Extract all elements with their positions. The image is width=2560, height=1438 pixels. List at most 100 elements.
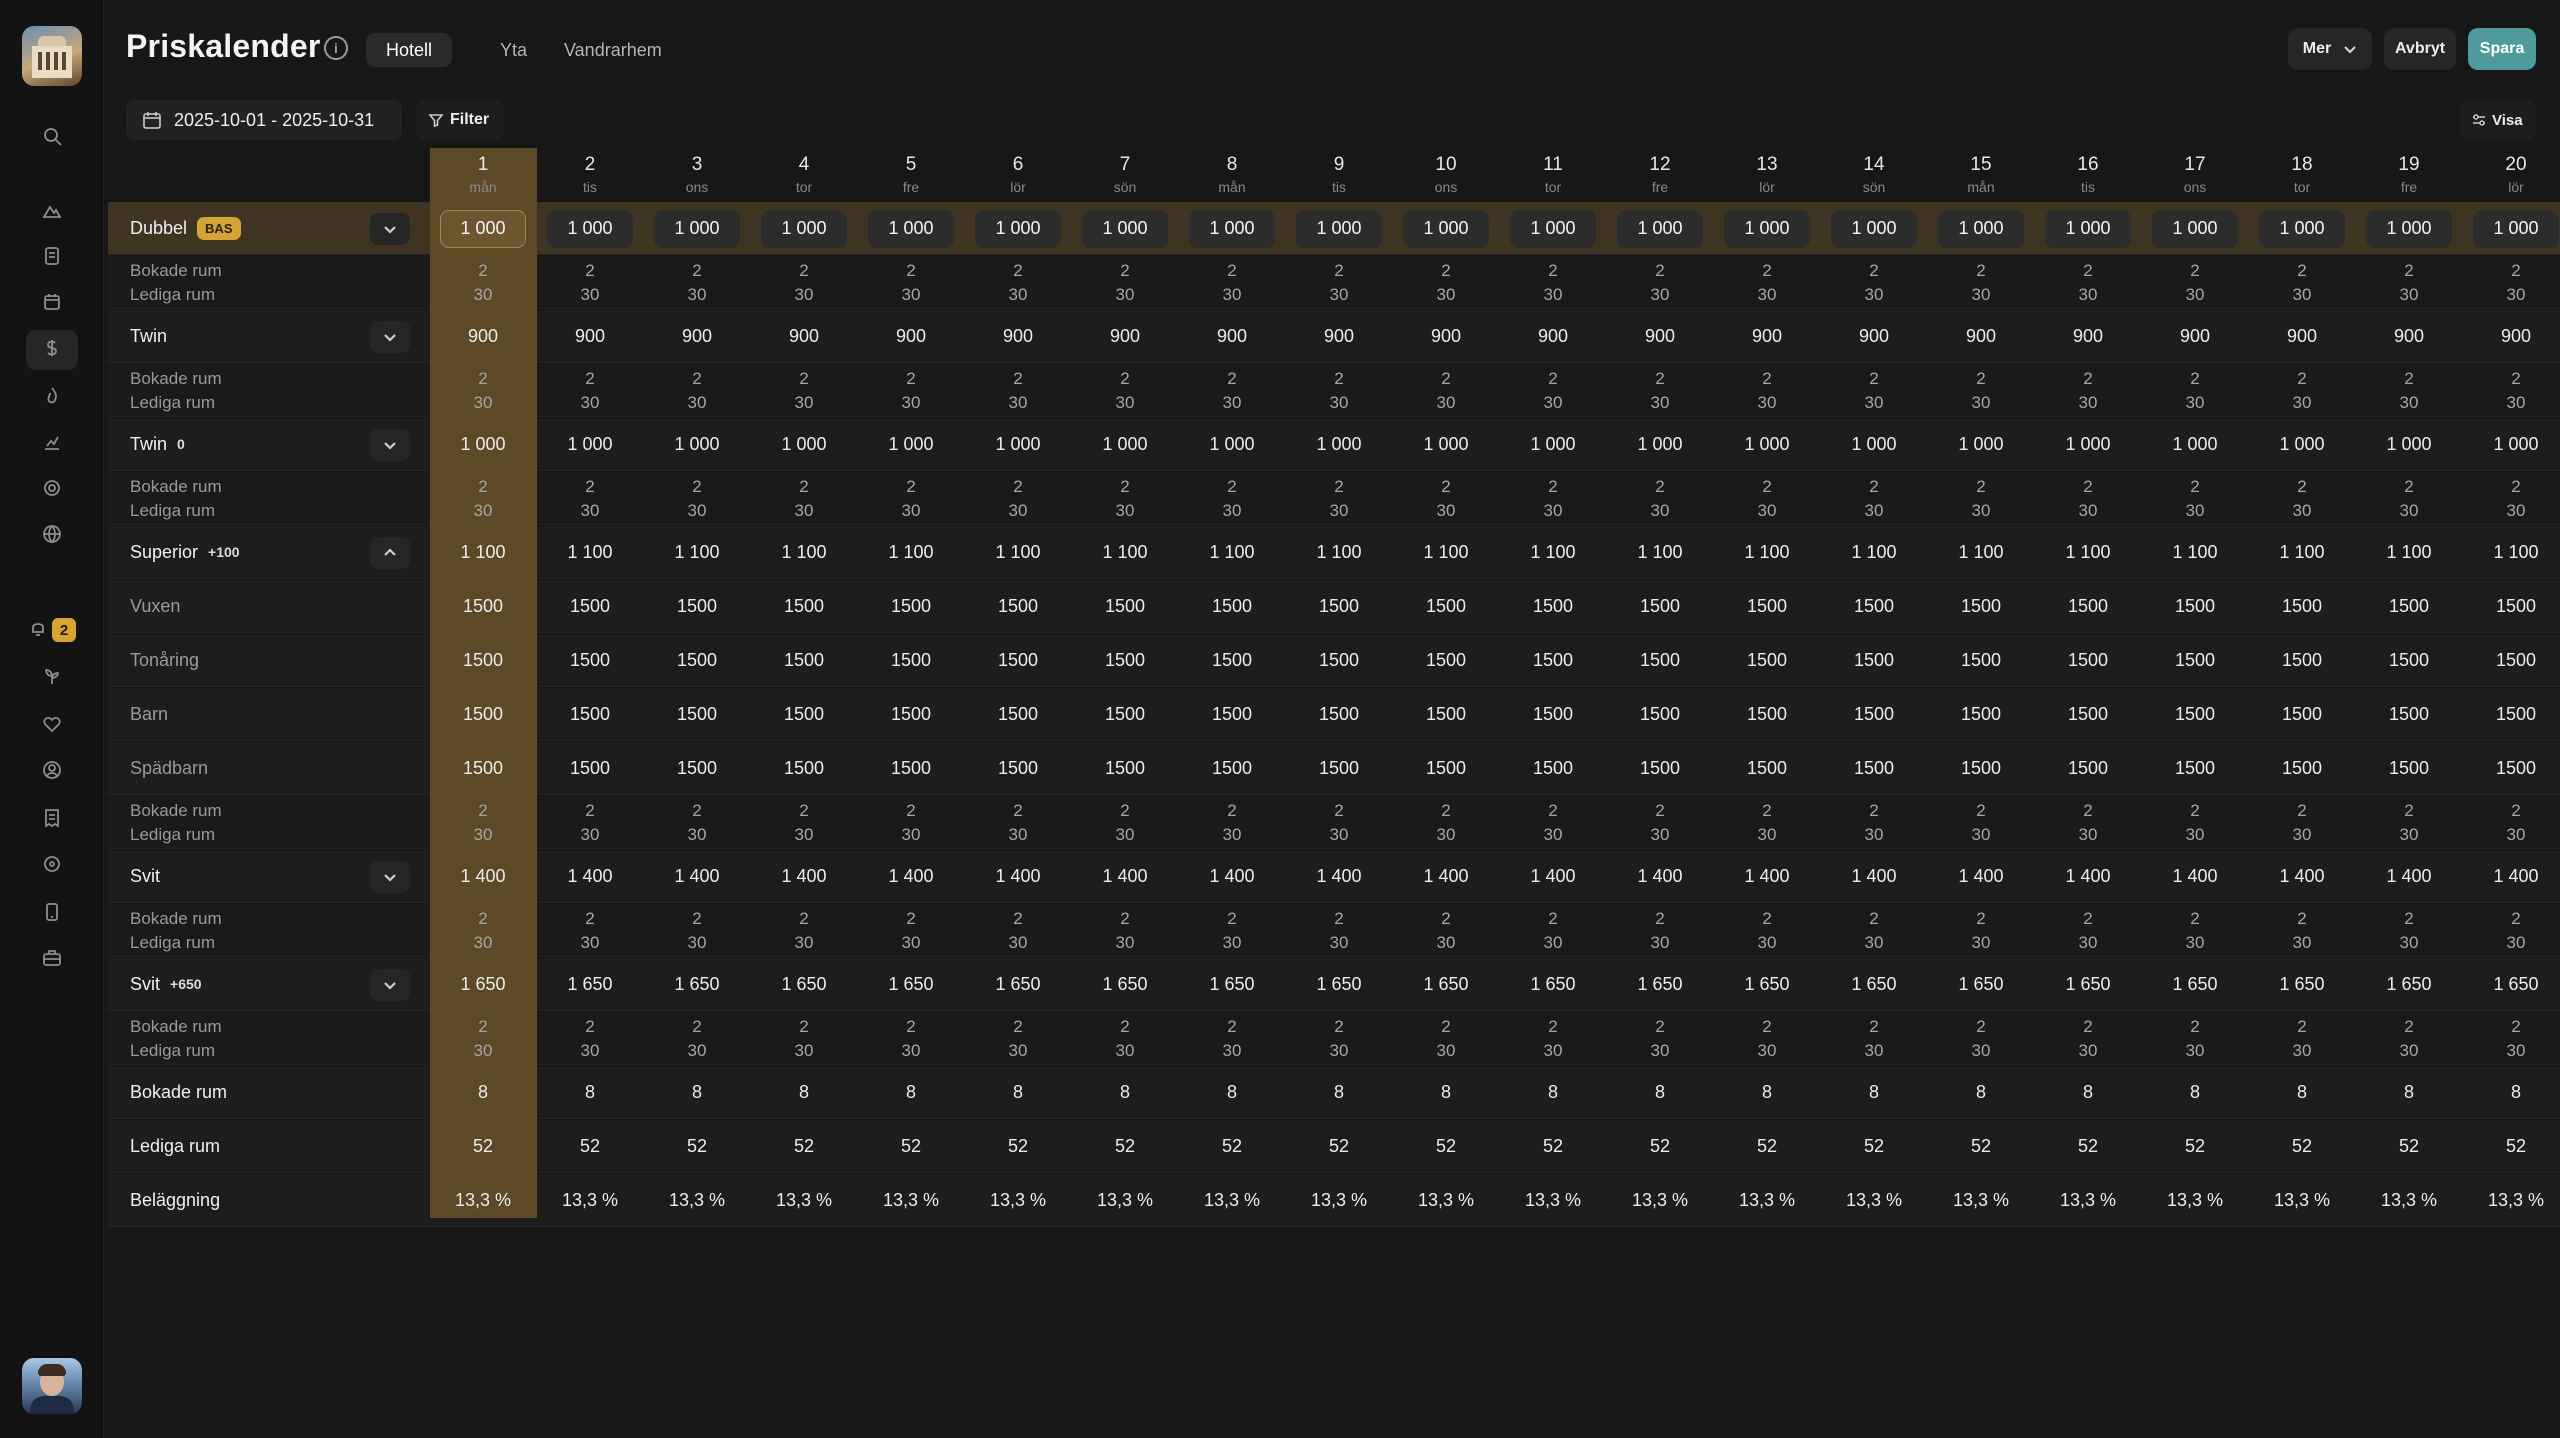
price-cell[interactable]: 1 650 (674, 973, 720, 994)
price-cell[interactable]: 1500 (783, 757, 825, 778)
price-input[interactable]: 1 000 (1189, 209, 1275, 248)
price-cell[interactable]: 1 100 (2279, 541, 2325, 562)
price-cell[interactable]: 900 (2393, 325, 2425, 346)
price-input[interactable]: 1 000 (761, 209, 847, 248)
date-range-picker[interactable]: 2025-10-01 - 2025-10-31 (126, 100, 402, 140)
price-cell[interactable]: 1 100 (1316, 541, 1362, 562)
price-cell[interactable]: 900 (2072, 325, 2104, 346)
price-cell[interactable]: 1500 (462, 595, 504, 616)
price-cell[interactable]: 1500 (2495, 757, 2537, 778)
price-cell[interactable]: 1500 (997, 703, 1039, 724)
info-icon[interactable]: i (324, 36, 348, 60)
price-input[interactable]: 1 000 (2259, 209, 2345, 248)
price-cell[interactable]: 1 650 (2065, 973, 2111, 994)
price-cell[interactable]: 1 000 (1744, 433, 1790, 454)
price-cell[interactable]: 1 100 (995, 541, 1041, 562)
price-cell[interactable]: 1500 (1532, 757, 1574, 778)
price-cell[interactable]: 1 400 (995, 865, 1041, 886)
price-cell[interactable]: 1500 (2388, 703, 2430, 724)
price-cell[interactable]: 1500 (1211, 757, 1253, 778)
price-cell[interactable]: 1500 (1104, 649, 1146, 670)
price-cell[interactable]: 1500 (2388, 595, 2430, 616)
price-input[interactable]: 1 000 (1510, 209, 1596, 248)
price-cell[interactable]: 1500 (1211, 703, 1253, 724)
price-cell[interactable]: 1500 (1853, 595, 1895, 616)
price-cell[interactable]: 1 650 (2172, 973, 2218, 994)
price-cell[interactable]: 1 400 (1851, 865, 1897, 886)
document-icon[interactable] (40, 244, 64, 268)
tab-yta[interactable]: Yta (500, 39, 528, 60)
price-cell[interactable]: 1500 (1318, 649, 1360, 670)
price-cell[interactable]: 1500 (1746, 703, 1788, 724)
price-cell[interactable]: 1500 (1211, 595, 1253, 616)
expand-button[interactable] (370, 968, 410, 1001)
price-cell[interactable]: 1 000 (2493, 433, 2539, 454)
price-cell[interactable]: 1 400 (460, 865, 506, 886)
price-cell[interactable]: 900 (1751, 325, 1783, 346)
view-button[interactable]: Visa (2460, 100, 2536, 140)
price-cell[interactable]: 900 (895, 325, 927, 346)
price-cell[interactable]: 1 000 (567, 433, 613, 454)
price-cell[interactable]: 1 000 (1851, 433, 1897, 454)
price-cell[interactable]: 1500 (2281, 757, 2323, 778)
price-cell[interactable]: 1 100 (2386, 541, 2432, 562)
price-cell[interactable]: 1500 (890, 703, 932, 724)
settings-icon[interactable] (40, 852, 64, 876)
more-button[interactable]: Mer (2288, 28, 2372, 70)
expand-button[interactable] (370, 320, 410, 353)
price-cell[interactable]: 1 650 (2279, 973, 2325, 994)
price-cell[interactable]: 1500 (569, 649, 611, 670)
price-cell[interactable]: 1500 (2388, 757, 2430, 778)
price-cell[interactable]: 1 000 (1316, 433, 1362, 454)
price-cell[interactable]: 1 650 (2386, 973, 2432, 994)
price-cell[interactable]: 1500 (1104, 703, 1146, 724)
price-cell[interactable]: 1500 (2067, 703, 2109, 724)
price-input[interactable]: 1 000 (1403, 209, 1489, 248)
price-input[interactable]: 1 000 (2152, 209, 2238, 248)
price-cell[interactable]: 1500 (1960, 757, 2002, 778)
price-input[interactable]: 1 000 (654, 209, 740, 248)
price-cell[interactable]: 1500 (2174, 595, 2216, 616)
briefcase-icon[interactable] (40, 946, 64, 970)
price-cell[interactable]: 1 000 (1423, 433, 1469, 454)
price-cell[interactable]: 1 400 (2493, 865, 2539, 886)
row-label[interactable]: Svit (130, 850, 160, 902)
price-cell[interactable]: 1 000 (1637, 433, 1683, 454)
price-cell[interactable]: 1 100 (674, 541, 720, 562)
price-input[interactable]: 1 000 (1724, 209, 1810, 248)
price-cell[interactable]: 1500 (783, 595, 825, 616)
price-cell[interactable]: 1 650 (995, 973, 1041, 994)
price-cell[interactable]: 1 000 (460, 433, 506, 454)
price-cell[interactable]: 1500 (676, 757, 718, 778)
price-cell[interactable]: 1 400 (674, 865, 720, 886)
price-cell[interactable]: 1500 (997, 595, 1039, 616)
cancel-button[interactable]: Avbryt (2384, 28, 2456, 70)
price-cell[interactable]: 1 650 (1316, 973, 1362, 994)
price-cell[interactable]: 1500 (890, 595, 932, 616)
price-input[interactable]: 1 000 (868, 209, 954, 248)
price-cell[interactable]: 1 100 (1423, 541, 1469, 562)
price-cell[interactable]: 1500 (1318, 595, 1360, 616)
price-cell[interactable]: 1 000 (888, 433, 934, 454)
price-cell[interactable]: 1500 (783, 649, 825, 670)
price-cell[interactable]: 1500 (1211, 649, 1253, 670)
price-cell[interactable]: 1500 (1639, 595, 1681, 616)
receipt-icon[interactable] (40, 806, 64, 830)
price-cell[interactable]: 1 400 (1209, 865, 1255, 886)
gear-icon[interactable] (40, 476, 64, 500)
tab-vandrarhem[interactable]: Vandrarhem (564, 39, 662, 60)
price-cell[interactable]: 1500 (1746, 649, 1788, 670)
price-cell[interactable]: 1 100 (1102, 541, 1148, 562)
globe-icon[interactable] (40, 522, 64, 546)
price-cell[interactable]: 1500 (1746, 757, 1788, 778)
price-cell[interactable]: 1 100 (1958, 541, 2004, 562)
avatar[interactable] (22, 1358, 82, 1414)
price-cell[interactable]: 1500 (1853, 649, 1895, 670)
price-cell[interactable]: 1 400 (1530, 865, 1576, 886)
price-cell[interactable]: 1500 (462, 757, 504, 778)
tab-hotell[interactable]: Hotell (366, 33, 453, 67)
price-input[interactable]: 1 000 (1082, 209, 1168, 248)
price-cell[interactable]: 900 (2179, 325, 2211, 346)
price-cell[interactable]: 1500 (1853, 757, 1895, 778)
price-cell[interactable]: 1500 (462, 649, 504, 670)
